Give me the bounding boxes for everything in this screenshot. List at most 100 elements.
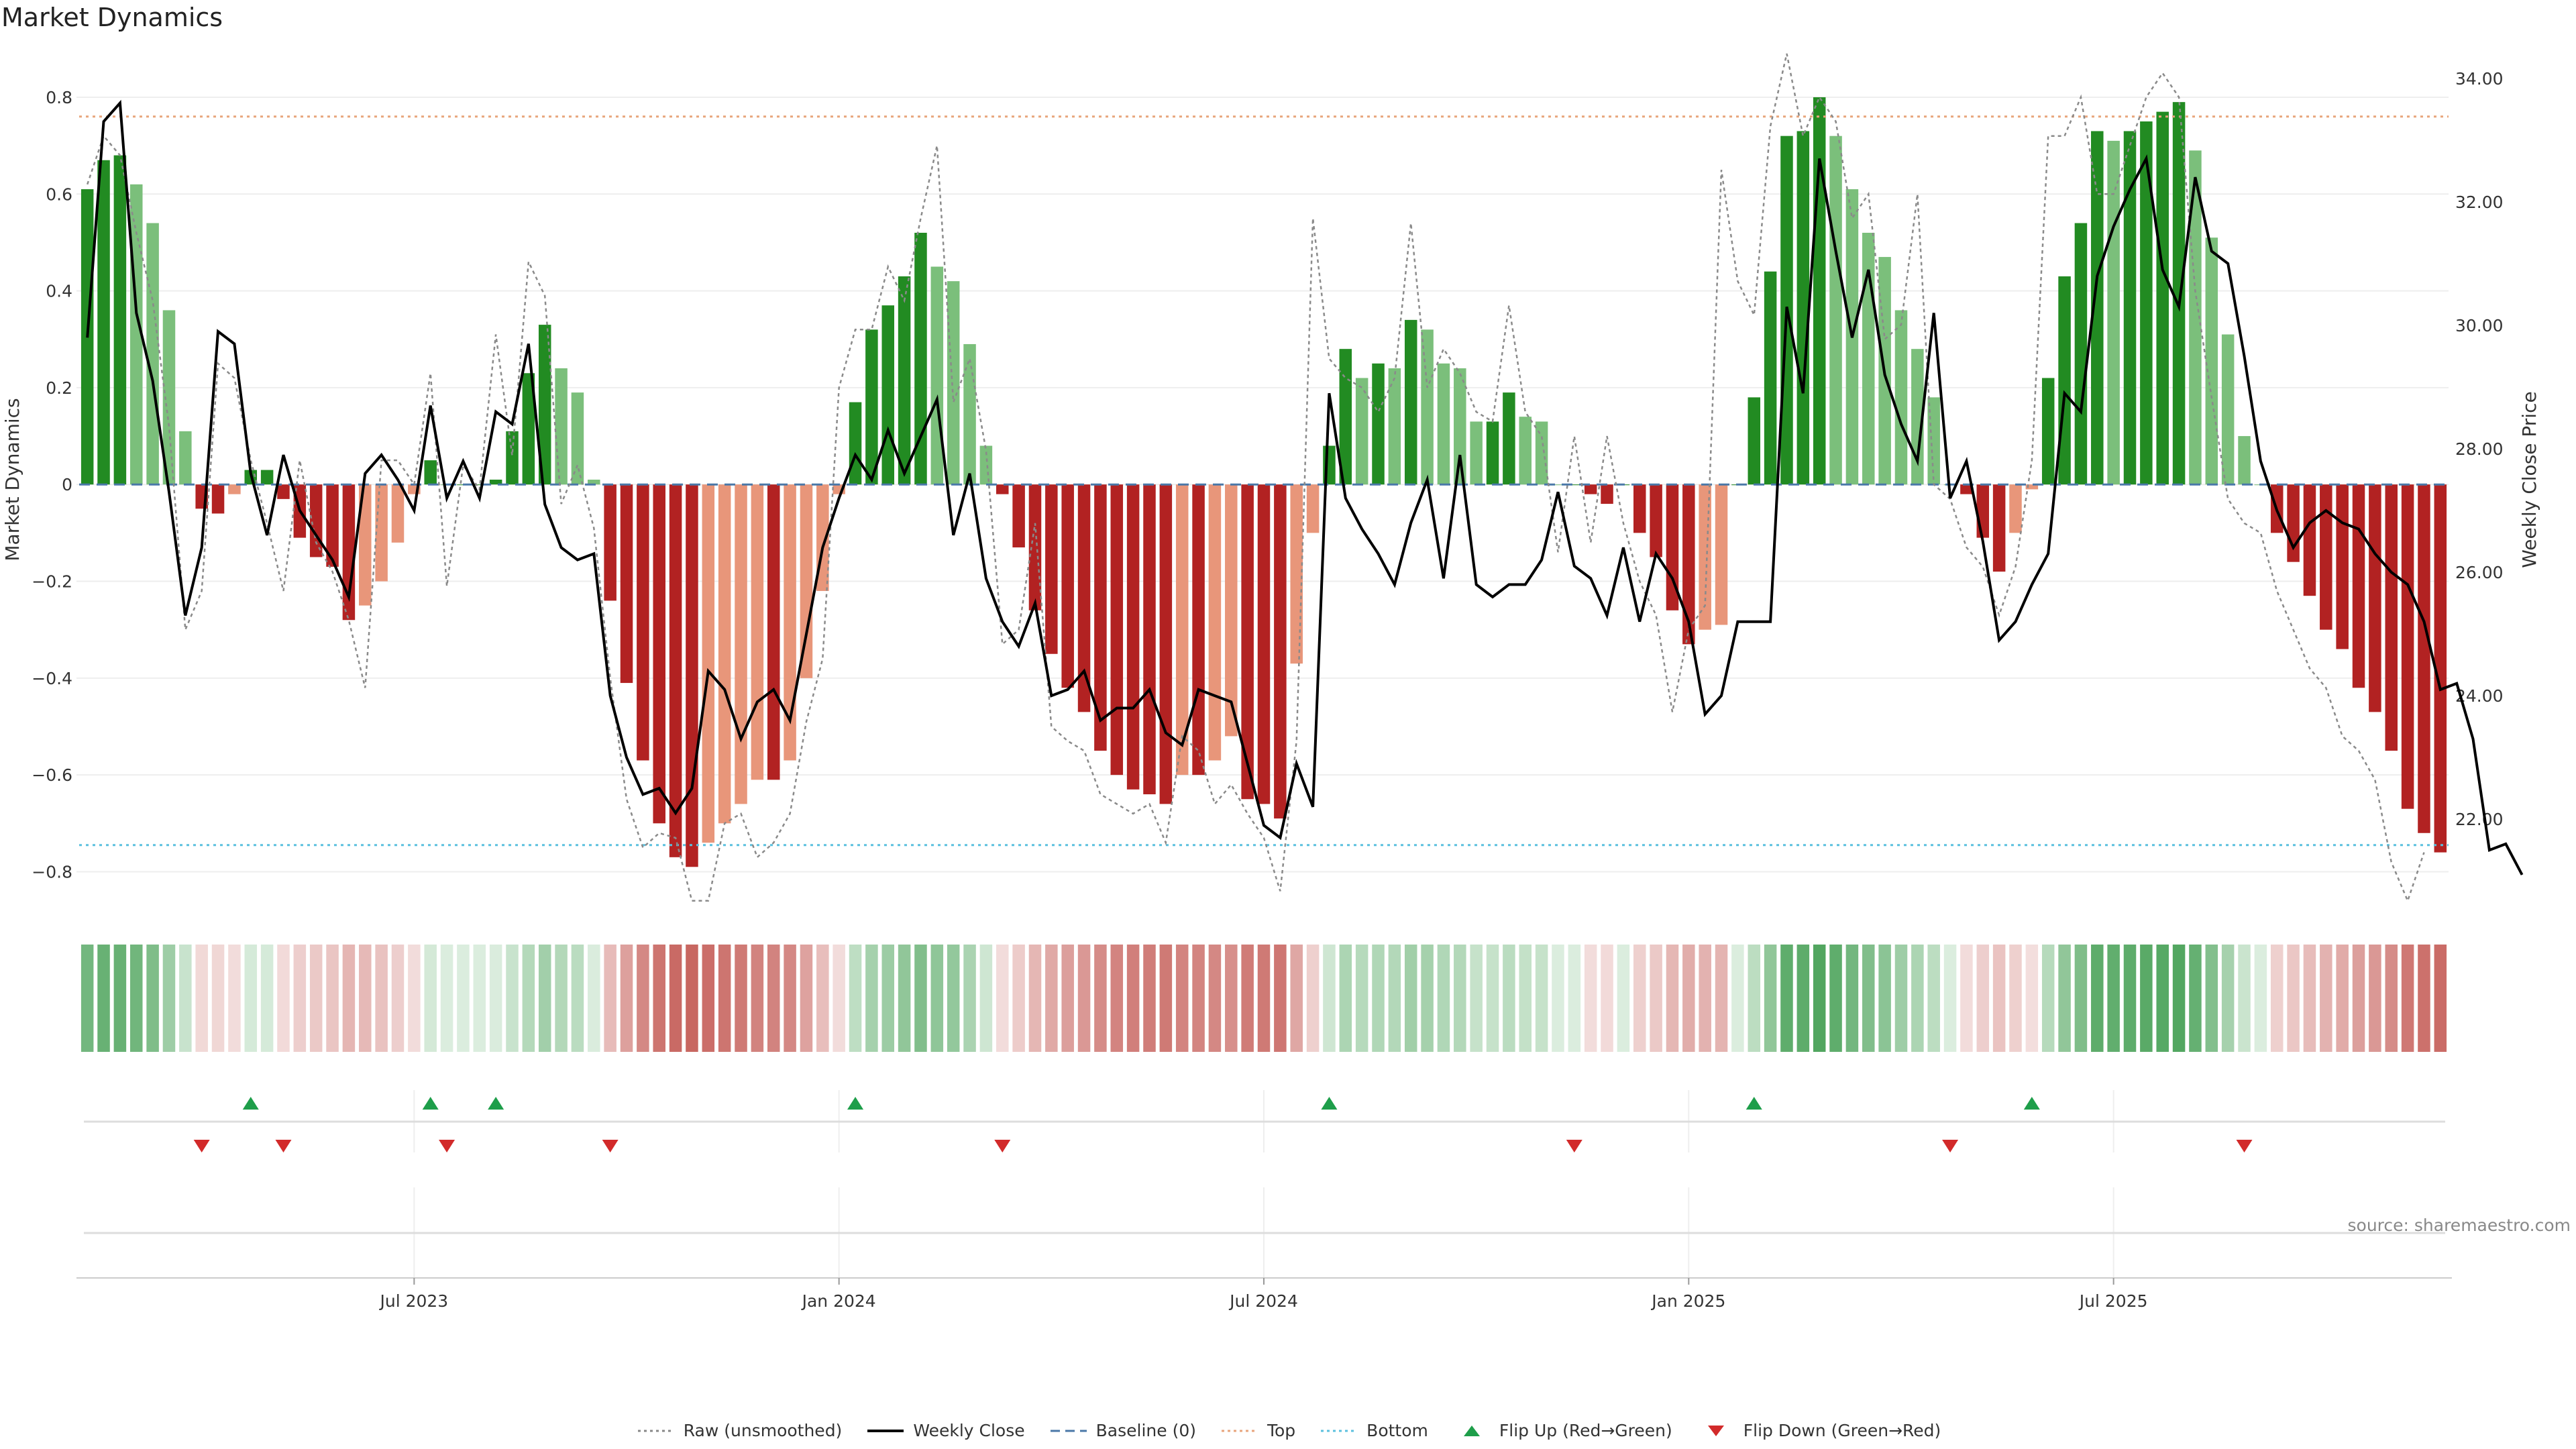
legend-item: Flip Up (Red→Green)	[1451, 1421, 1672, 1440]
heat-cell	[1110, 945, 1124, 1052]
heat-cell	[1650, 945, 1662, 1052]
heat-cell	[1470, 945, 1483, 1052]
heat-cell	[522, 945, 535, 1052]
x-tick-label: Jul 2024	[1228, 1291, 1298, 1311]
bar	[489, 480, 502, 485]
bar	[604, 484, 616, 601]
bar	[2172, 102, 2186, 485]
heat-cell	[653, 945, 665, 1052]
heat-cell	[1388, 945, 1401, 1052]
heat-cell	[146, 945, 159, 1052]
heat-strip	[80, 945, 2447, 1052]
flip-up-marker	[1321, 1097, 1338, 1110]
heat-cell	[162, 945, 176, 1052]
bar	[1584, 484, 1597, 494]
bar	[2369, 484, 2381, 712]
legend-item: Baseline (0)	[1048, 1421, 1196, 1440]
bar	[2091, 131, 2104, 485]
bar	[1519, 417, 1532, 485]
bar	[1045, 484, 1058, 654]
heat-cell	[637, 945, 649, 1052]
bar	[2238, 436, 2251, 485]
bar	[751, 484, 764, 780]
bar	[309, 484, 323, 557]
legend-symbol	[867, 1429, 904, 1432]
heat-cell	[1077, 945, 1091, 1052]
legend-item: Raw (unsmoothed)	[635, 1421, 842, 1440]
legend-symbol	[1221, 1430, 1258, 1432]
heat-cell	[1257, 945, 1271, 1052]
bar	[571, 392, 584, 485]
bar	[1094, 484, 1107, 751]
heat-cell	[538, 945, 551, 1052]
heat-cell	[1323, 945, 1336, 1052]
heat-cell	[2336, 945, 2349, 1052]
heat-cell	[440, 945, 453, 1052]
y-tick-label: −0.6	[32, 765, 72, 785]
bar	[2205, 237, 2218, 485]
heat-cell	[1829, 945, 1842, 1052]
flip-up-marker	[422, 1097, 439, 1110]
y-tick-label: 0.8	[46, 88, 72, 107]
heat-cell	[424, 945, 437, 1052]
y-tick-label: 0	[62, 475, 72, 494]
bar	[2401, 484, 2414, 809]
bar	[1813, 97, 1826, 485]
heat-cell	[2009, 945, 2022, 1052]
bar	[522, 373, 535, 485]
heat-cell	[816, 945, 829, 1052]
heat-cell	[1568, 945, 1581, 1052]
bar	[800, 484, 813, 678]
legend-label: Bottom	[1366, 1421, 1428, 1440]
heat-cell	[2401, 945, 2414, 1052]
heat-cell	[1192, 945, 1205, 1052]
heat-cell	[1552, 945, 1564, 1052]
heat-cell	[1045, 945, 1058, 1052]
bar	[1306, 484, 1320, 533]
y-tick-label: −0.8	[32, 862, 72, 881]
heat-cell	[1404, 945, 1417, 1052]
bar	[1976, 484, 1990, 538]
flip-up-marker	[488, 1097, 504, 1110]
bar	[2303, 484, 2316, 596]
bar	[1290, 484, 1303, 664]
legend-symbol	[1463, 1425, 1480, 1436]
bar	[767, 484, 780, 780]
bar	[1470, 421, 1483, 485]
heat-cell	[571, 945, 584, 1052]
bar	[669, 484, 682, 857]
heat-cell	[1943, 945, 1957, 1052]
bar	[2418, 484, 2430, 833]
flip-down-marker	[2236, 1140, 2253, 1152]
bar	[1061, 484, 1074, 688]
bar	[162, 310, 176, 485]
bar	[735, 484, 747, 804]
heat-cell	[1862, 945, 1875, 1052]
bar	[1633, 484, 1646, 533]
y2-tick-label: 30.00	[2455, 316, 2504, 335]
heat-cell	[865, 945, 878, 1052]
heat-cell	[1306, 945, 1320, 1052]
bar	[2287, 484, 2300, 562]
heat-cell	[1780, 945, 1793, 1052]
heat-cell	[1894, 945, 1908, 1052]
bar	[1503, 392, 1515, 485]
bar	[2320, 484, 2332, 630]
y-tick-label: 0.2	[46, 378, 72, 398]
raw-series-line	[87, 53, 2425, 904]
bar	[555, 368, 568, 485]
heat-cell	[2058, 945, 2071, 1052]
bars	[80, 97, 2447, 867]
heat-cell	[1584, 945, 1597, 1052]
heat-cell	[113, 945, 127, 1052]
heat-cell	[881, 945, 895, 1052]
heat-cell	[914, 945, 927, 1052]
heat-cell	[1028, 945, 1042, 1052]
heat-cell	[2369, 945, 2381, 1052]
bar	[1388, 368, 1401, 485]
heat-cell	[1208, 945, 1222, 1052]
bar	[1175, 484, 1189, 775]
bar	[702, 484, 715, 843]
bar	[1552, 484, 1564, 486]
